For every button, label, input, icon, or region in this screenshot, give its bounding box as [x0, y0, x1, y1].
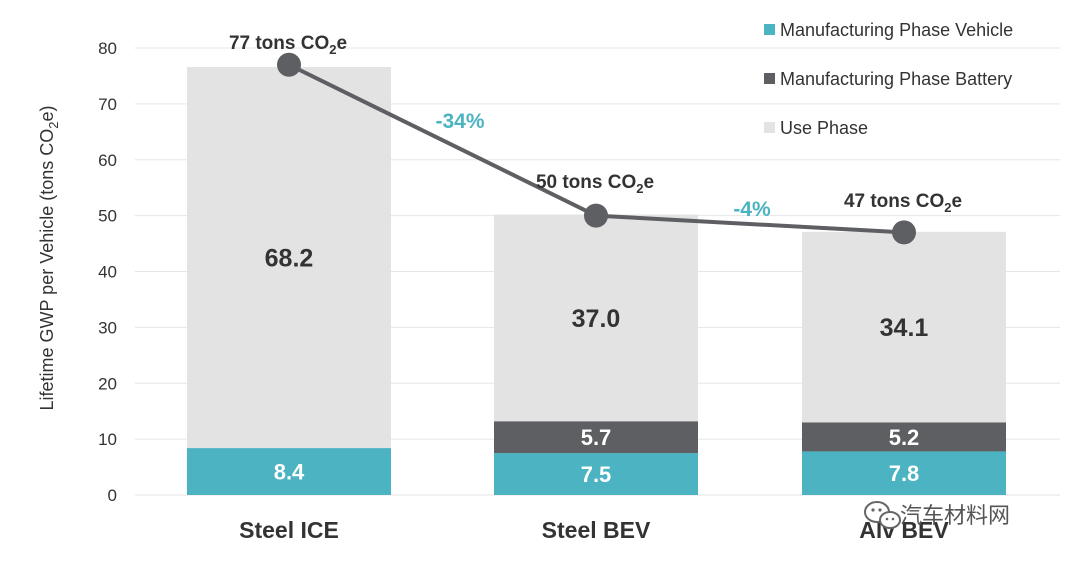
change-label-2: -4% — [733, 198, 771, 221]
total-marker-2 — [584, 203, 608, 228]
bar-segment-1-3 — [802, 451, 1006, 495]
total-marker-1 — [277, 52, 301, 77]
category-label-1: Steel ICE — [239, 517, 339, 543]
y-tick-10: 10 — [98, 430, 117, 449]
legend-label-3: Use Phase — [780, 118, 868, 138]
category-labels: Steel ICE Steel BEV Alv BEV — [239, 517, 949, 543]
bar-value-label-3-3: 34.1 — [880, 314, 929, 342]
bar-segment-3-3 — [802, 231, 1006, 423]
y-tick-30: 30 — [98, 318, 117, 337]
bar-value-label-1-3: 7.8 — [889, 461, 920, 486]
bar-value-label-3-1: 68.2 — [265, 245, 314, 273]
total-label-3: 47 tons CO2e — [844, 191, 962, 215]
total-label-1: 77 tons CO2e — [229, 33, 347, 57]
total-label-2: 50 tons CO2e — [536, 172, 654, 196]
legend-swatch-3 — [764, 122, 775, 133]
bar-segment-1-1 — [187, 448, 391, 495]
y-axis-title: Lifetime GWP per Vehicle (tons CO2e) — [37, 105, 61, 410]
bar-segment-3-2 — [494, 214, 698, 422]
category-label-2: Steel BEV — [542, 517, 651, 543]
y-tick-60: 60 — [98, 151, 117, 170]
bar-value-label-2-2: 5.7 — [581, 425, 612, 450]
legend-label-2: Manufacturing Phase Battery — [780, 69, 1012, 89]
y-axis-label: Lifetime GWP per Vehicle (tons CO2e) — [37, 105, 61, 410]
bar-segment-2-2 — [494, 421, 698, 454]
wechat-icon — [864, 501, 901, 529]
y-tick-20: 20 — [98, 374, 117, 393]
bar-segment-2-3 — [802, 422, 1006, 452]
y-tick-40: 40 — [98, 263, 117, 282]
legend-swatch-2 — [764, 73, 775, 84]
y-tick-labels: 0 10 20 30 40 50 60 70 80 — [98, 39, 117, 505]
legend-swatch-1 — [764, 24, 775, 35]
y-tick-70: 70 — [98, 95, 117, 114]
y-tick-80: 80 — [98, 39, 117, 58]
bar-segment-1-2 — [494, 453, 698, 495]
change-labels: -34% -4% — [435, 110, 771, 221]
watermark: 汽车材料网 — [864, 501, 1010, 529]
legend: Manufacturing Phase Vehicle Manufacturing… — [764, 20, 1013, 138]
y-tick-0: 0 — [108, 486, 117, 505]
change-label-1: -34% — [435, 110, 484, 133]
bar-value-label-1-2: 7.5 — [581, 462, 612, 487]
bar-value-label-1-1: 8.4 — [274, 460, 305, 485]
bar-value-label-2-3: 5.2 — [889, 425, 920, 450]
bar-segment-3-1 — [187, 66, 391, 449]
total-trend-line — [277, 52, 916, 245]
bars: 8.4 68.2 7.5 5.7 37.0 7.8 5.2 34.1 — [187, 66, 1006, 495]
total-labels: 77 tons CO2e 50 tons CO2e 47 tons CO2e — [229, 33, 962, 215]
y-tick-50: 50 — [98, 207, 117, 226]
bar-value-label-3-2: 37.0 — [572, 305, 621, 333]
legend-label-1: Manufacturing Phase Vehicle — [780, 20, 1013, 40]
total-marker-3 — [892, 220, 916, 245]
watermark-text: 汽车材料网 — [900, 504, 1010, 529]
